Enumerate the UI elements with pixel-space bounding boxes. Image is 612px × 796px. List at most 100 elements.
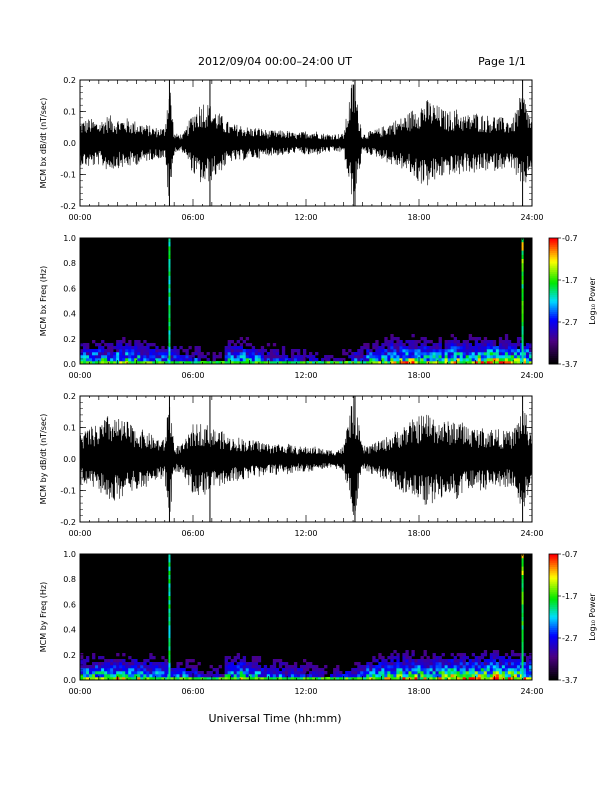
spectrogram-cell xyxy=(447,677,451,681)
spectrogram-cell xyxy=(435,346,439,350)
spectrogram-cell xyxy=(251,349,256,353)
spectrogram-cell xyxy=(257,355,262,359)
spectrogram-cell xyxy=(369,668,373,672)
spectrogram-cell xyxy=(278,671,283,675)
colorbar-segment xyxy=(549,359,558,363)
spectrogram-cell xyxy=(423,662,427,666)
spectrogram-vertical-line xyxy=(168,338,171,344)
spectrogram-cell xyxy=(378,653,382,657)
spectrogram-cell xyxy=(236,346,240,350)
colorbar-segment xyxy=(549,631,558,635)
spectrogram-cell xyxy=(257,668,262,672)
spectrogram-cell xyxy=(432,662,436,666)
spectrogram-cell xyxy=(143,671,147,675)
spectrogram-cell xyxy=(143,662,147,666)
spectrogram-cell xyxy=(387,674,391,678)
spectrogram-cell xyxy=(119,340,123,344)
spectrogram-cell xyxy=(393,674,397,678)
spectrogram-vertical-line xyxy=(168,317,171,323)
spectrogram-cell xyxy=(438,343,442,347)
spectrogram-cell xyxy=(354,352,358,356)
spectrogram-cell xyxy=(480,674,485,678)
spectrogram-cell xyxy=(390,349,394,353)
spectrogram-vertical-line xyxy=(521,326,524,331)
spectrogram-cell xyxy=(396,656,400,660)
colorbar-segment xyxy=(549,591,558,595)
spectrogram-cell xyxy=(375,674,379,678)
spectrogram-cell xyxy=(173,355,177,359)
spectrogram-cell xyxy=(498,665,503,669)
spectrogram-cell xyxy=(516,674,521,678)
spectrogram-cell xyxy=(444,349,448,353)
spectrogram-cell xyxy=(402,653,406,657)
spectrogram-cell xyxy=(306,361,310,365)
spectrogram-cell xyxy=(161,346,165,350)
spectrogram-cell xyxy=(95,352,99,356)
spectrogram-cell xyxy=(492,656,497,660)
spectrogram-cell xyxy=(444,346,448,350)
spectrogram-cell xyxy=(203,674,207,678)
spectrogram-cell xyxy=(306,665,310,669)
spectrogram-cell xyxy=(290,665,295,669)
spectrogram-cell xyxy=(363,665,367,669)
spectrogram-cell xyxy=(134,355,138,359)
spectrogram-cell xyxy=(426,358,430,362)
spectrogram-cell xyxy=(333,668,337,672)
spectrogram-cell xyxy=(122,337,126,341)
spectrogram-cell xyxy=(510,659,515,663)
spectrogram-cell xyxy=(176,671,180,675)
spectrogram-cell xyxy=(104,355,108,359)
spectrogram-cell xyxy=(140,352,144,356)
spectrogram-cell xyxy=(504,340,509,344)
spectrogram-cell xyxy=(242,668,247,672)
spectrogram-cell xyxy=(137,349,141,353)
spectrogram-cell xyxy=(384,352,388,356)
spectrogram-cell xyxy=(438,337,442,341)
spectrogram-cell xyxy=(197,349,201,353)
spectrogram-vertical-line xyxy=(168,347,171,352)
spectrogram-cell xyxy=(405,346,409,350)
spectrogram-cell xyxy=(233,656,237,660)
spectrogram-cell xyxy=(104,361,108,365)
spectrogram-cell xyxy=(378,677,382,681)
spectrogram-vertical-line xyxy=(521,625,524,630)
spectrogram-cell xyxy=(360,361,364,365)
spectrogram-cell xyxy=(492,653,497,657)
spectrogram-vertical-line xyxy=(521,334,524,340)
spectrogram-cell xyxy=(212,668,216,672)
spectrogram-cell xyxy=(152,662,156,666)
spectrogram-cell xyxy=(272,361,277,365)
spectrogram-cell xyxy=(453,358,457,362)
spectrogram-cell xyxy=(396,659,400,663)
spectrogram-cell xyxy=(444,352,448,356)
spectrogram-vertical-line xyxy=(521,650,524,656)
spectrogram-cell xyxy=(417,665,421,669)
spectrogram-cell xyxy=(179,346,183,350)
spectrogram-cell xyxy=(423,659,427,663)
spectrogram-cell xyxy=(321,668,325,672)
colorbar-segment xyxy=(549,617,558,620)
colorbar-segment xyxy=(549,619,558,622)
spectrogram-cell xyxy=(486,352,491,356)
spectrogram-cell xyxy=(263,671,268,675)
y-tick-label: 0.2 xyxy=(63,76,76,85)
spectrogram-cell xyxy=(143,659,147,663)
spectrogram-cell xyxy=(501,662,506,666)
spectrogram-cell xyxy=(468,346,473,350)
spectrogram-cell xyxy=(287,361,292,365)
spectrogram-cell xyxy=(390,665,394,669)
spectrogram-cell xyxy=(489,349,494,353)
spectrogram-cell xyxy=(321,358,325,362)
spectrogram-cell xyxy=(149,677,153,681)
y-tick-label: 0.0 xyxy=(63,455,76,464)
spectrogram-cell xyxy=(80,355,84,359)
spectrogram-cell xyxy=(284,665,289,669)
spectrogram-cell xyxy=(369,671,373,675)
spectrogram-cell xyxy=(375,343,379,347)
spectrogram-cell xyxy=(149,671,153,675)
spectrogram-cell xyxy=(486,349,491,353)
spectrogram-cell xyxy=(155,349,159,353)
spectrogram-cell xyxy=(522,665,527,669)
spectrogram-cell xyxy=(414,352,418,356)
colorbar-segment xyxy=(549,629,558,633)
